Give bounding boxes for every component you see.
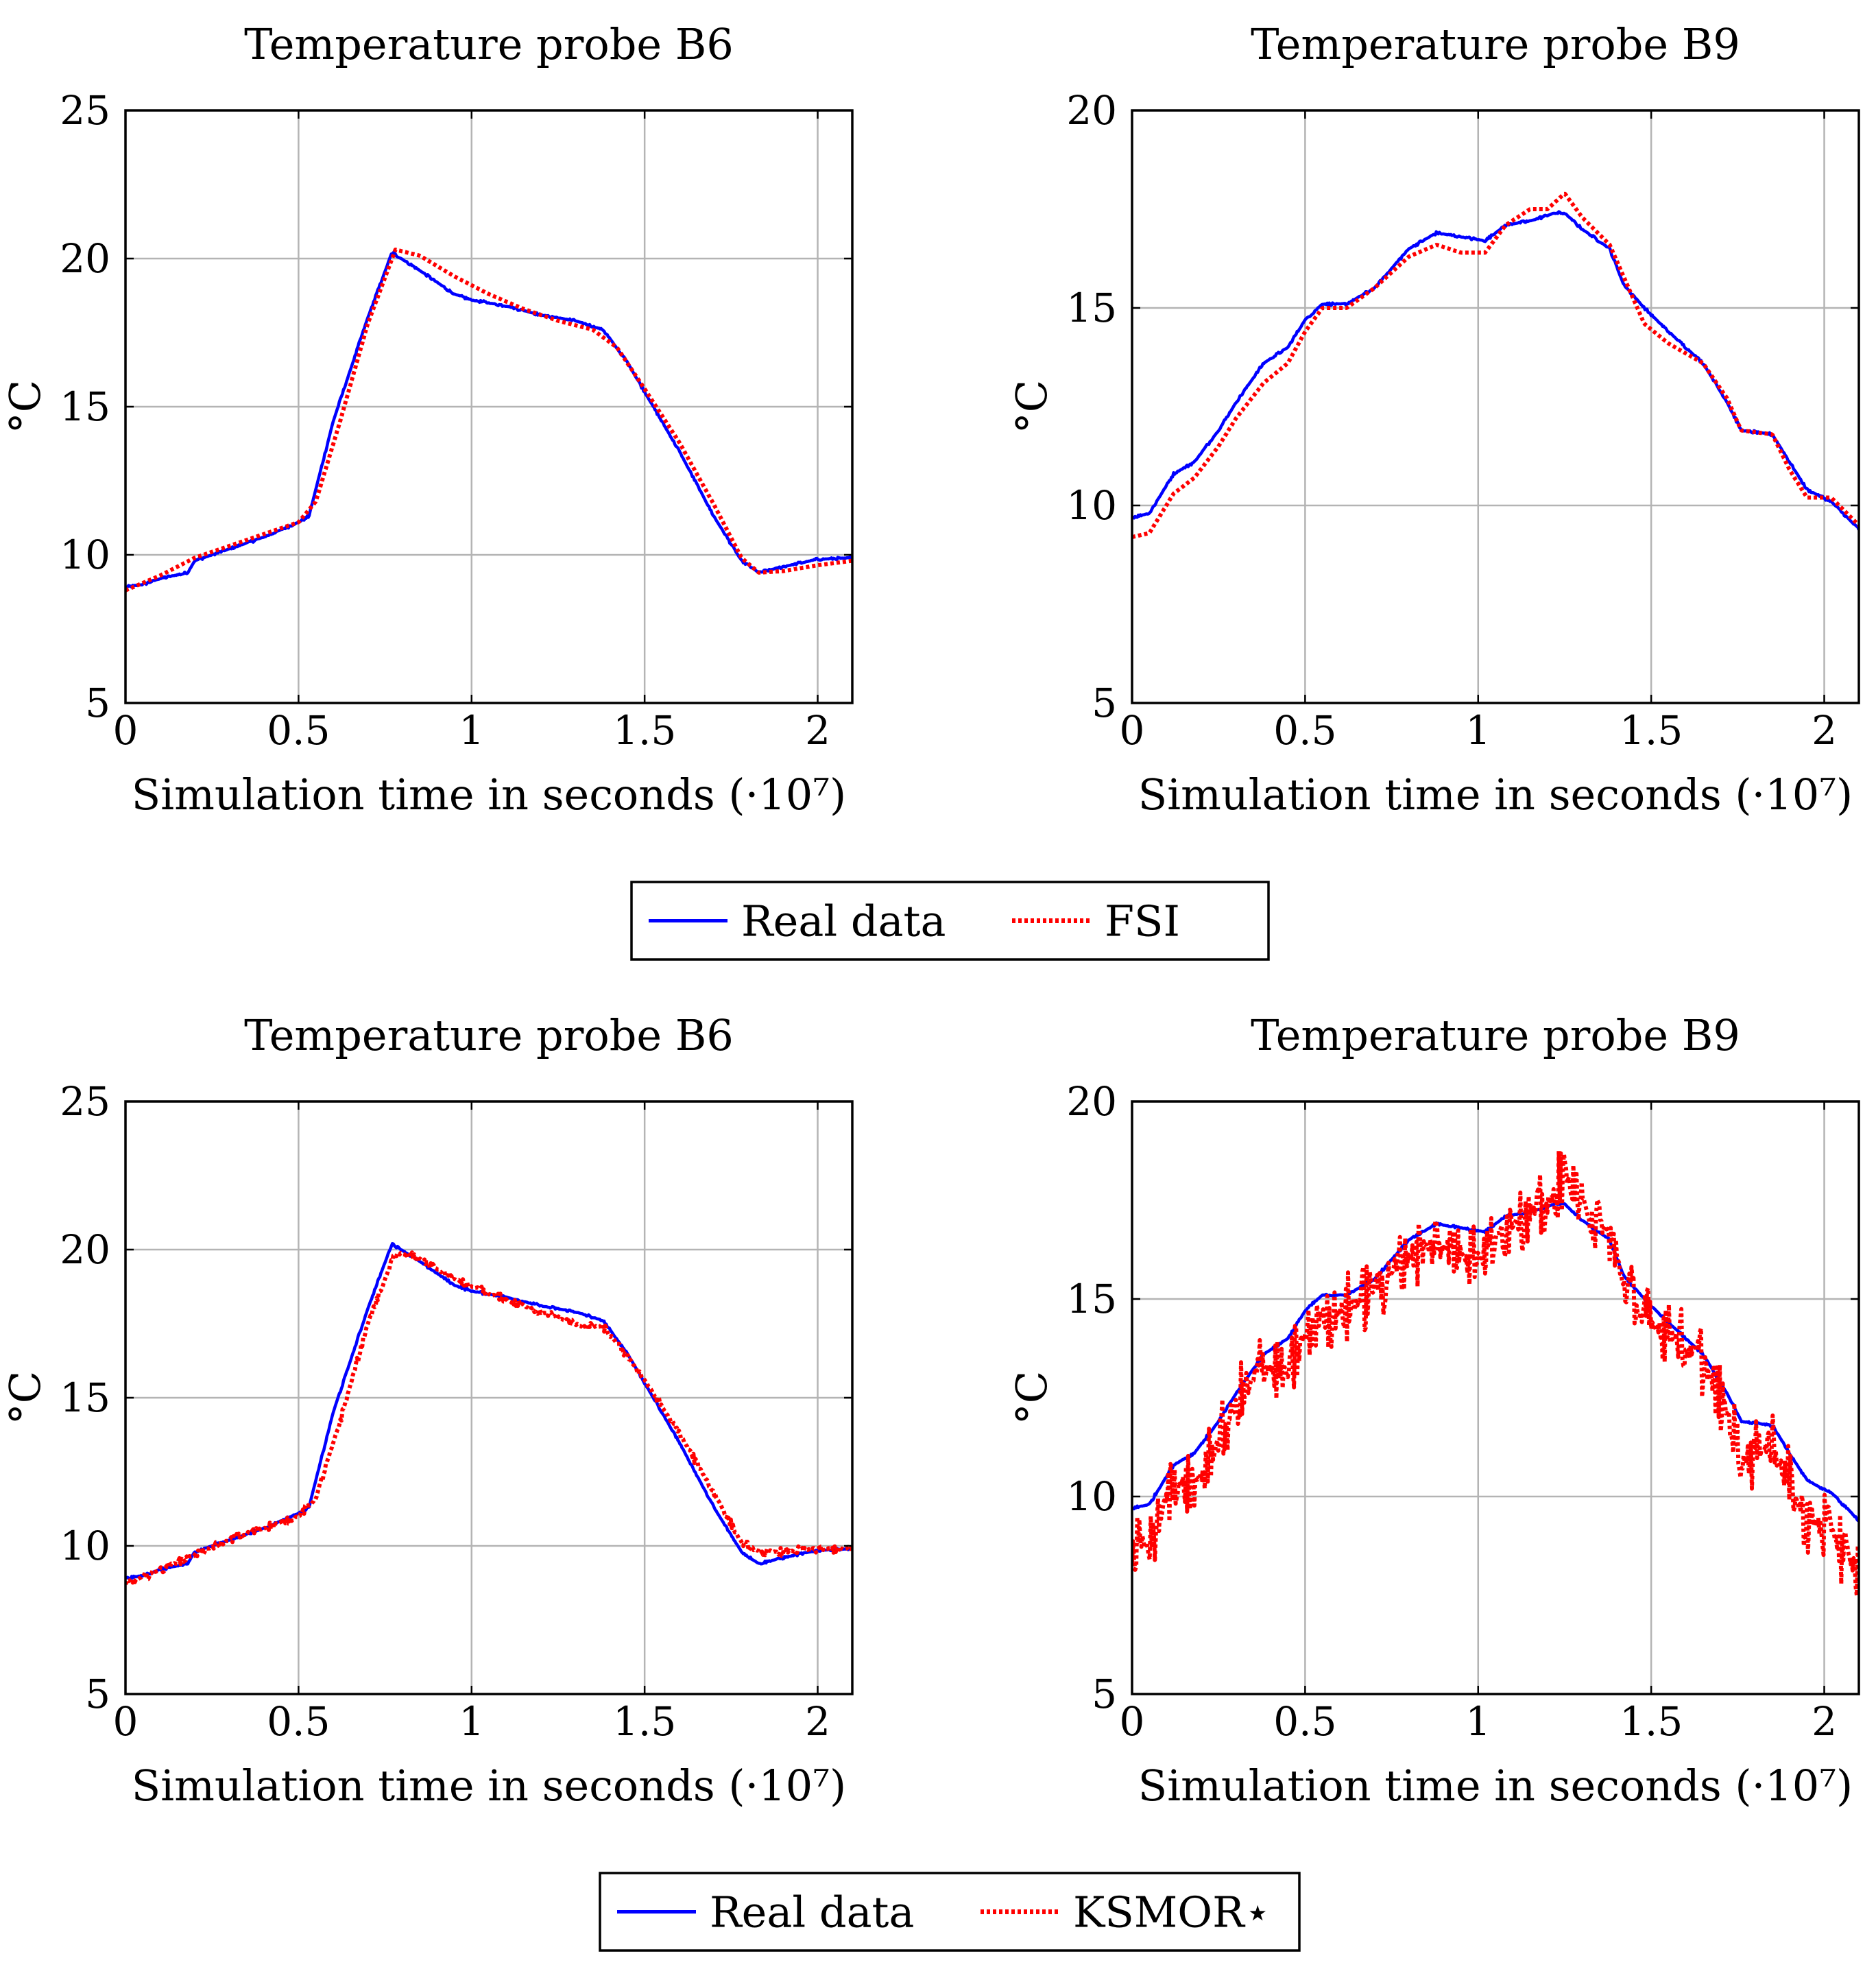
- series-line-model: [125, 1250, 852, 1586]
- x-tick-label: 0.5: [1273, 707, 1336, 754]
- x-axis-label: Simulation time in seconds (·10⁷): [132, 770, 846, 820]
- y-tick-label: 15: [60, 1374, 110, 1421]
- x-axis-label: Simulation time in seconds (·10⁷): [132, 1761, 846, 1811]
- x-tick-label: 1.5: [613, 707, 676, 754]
- legend-box: [599, 1872, 1301, 1952]
- x-tick-label: 0: [113, 1698, 139, 1745]
- y-tick-label: 5: [85, 1671, 110, 1717]
- x-tick-label: 0: [1120, 1698, 1145, 1745]
- chart-title: Temperature probe B9: [1251, 19, 1740, 69]
- x-tick-label: 1: [459, 1698, 484, 1745]
- y-tick-label: 15: [1066, 285, 1117, 331]
- x-tick-label: 1.5: [1620, 1698, 1683, 1745]
- y-axis-label: °C: [0, 1371, 50, 1424]
- series-line-real-data: [1132, 1201, 1859, 1523]
- y-tick-label: 5: [1092, 1671, 1117, 1717]
- series-line-real-data: [125, 251, 852, 590]
- y-tick-label: 25: [60, 87, 110, 134]
- y-tick-label: 15: [1066, 1276, 1117, 1322]
- series-line-model: [125, 248, 852, 593]
- x-tick-label: 2: [1812, 1698, 1837, 1745]
- y-tick-label: 10: [1066, 1473, 1117, 1520]
- y-tick-label: 10: [60, 1523, 110, 1569]
- x-tick-label: 1: [459, 707, 484, 754]
- y-axis-label: °C: [0, 380, 50, 433]
- x-tick-label: 2: [805, 707, 830, 754]
- x-tick-label: 2: [805, 1698, 830, 1745]
- plot-frame: [1131, 109, 1860, 704]
- legend-fsi: Real data FSI: [630, 881, 1270, 961]
- x-axis-label: Simulation time in seconds (·10⁷): [1138, 1761, 1853, 1811]
- y-tick-label: 5: [1092, 680, 1117, 726]
- x-tick-label: 1.5: [1620, 707, 1683, 754]
- x-axis-label: Simulation time in seconds (·10⁷): [1138, 770, 1853, 820]
- y-tick-label: 25: [60, 1078, 110, 1125]
- series-line-model: [1132, 191, 1859, 539]
- series-line-real-data: [1132, 210, 1859, 531]
- y-tick-label: 20: [1066, 87, 1117, 134]
- chart-title: Temperature probe B6: [244, 1010, 734, 1060]
- x-tick-label: 1.5: [613, 1698, 676, 1745]
- series-line-model: [1132, 1149, 1859, 1598]
- y-tick-label: 15: [60, 383, 110, 430]
- x-tick-label: 0.5: [267, 707, 330, 754]
- x-tick-label: 0: [113, 707, 139, 754]
- chart-title: Temperature probe B9: [1251, 1010, 1740, 1060]
- y-tick-label: 20: [60, 1226, 110, 1273]
- legend-label-model: FSI: [1105, 896, 1180, 946]
- legend-label-model: KSMOR⋆: [1073, 1887, 1271, 1938]
- y-axis-label: °C: [1007, 380, 1057, 433]
- y-axis-label: °C: [1007, 1371, 1057, 1424]
- legend-box: [630, 881, 1270, 961]
- x-tick-label: 0.5: [1273, 1698, 1336, 1745]
- x-tick-label: 2: [1812, 707, 1837, 754]
- legend-label-real-data: Real data: [710, 1887, 914, 1938]
- x-tick-label: 1: [1465, 1698, 1491, 1745]
- y-tick-label: 20: [1066, 1078, 1117, 1125]
- y-tick-label: 10: [1066, 482, 1117, 529]
- plot-frame: [1131, 1100, 1860, 1695]
- legend-ksmor: Real data KSMOR⋆: [599, 1872, 1301, 1952]
- chart-title: Temperature probe B6: [244, 19, 734, 69]
- y-tick-label: 5: [85, 680, 110, 726]
- y-tick-label: 20: [60, 235, 110, 282]
- y-tick-label: 10: [60, 532, 110, 578]
- chart-b9-ksmor: 0 0.5 1 1.5 2 5 10 15 20 Temperature probe B9 Simu…: [1007, 1010, 1860, 1811]
- x-tick-label: 0.5: [267, 1698, 330, 1745]
- legend-label-real-data: Real data: [741, 896, 946, 946]
- chart-b9-fsi: 0 0.5 1 1.5 2 5 10 15 20 Temperature probe B9 Simu…: [1007, 19, 1860, 820]
- x-tick-label: 0: [1120, 707, 1145, 754]
- x-tick-label: 1: [1465, 707, 1491, 754]
